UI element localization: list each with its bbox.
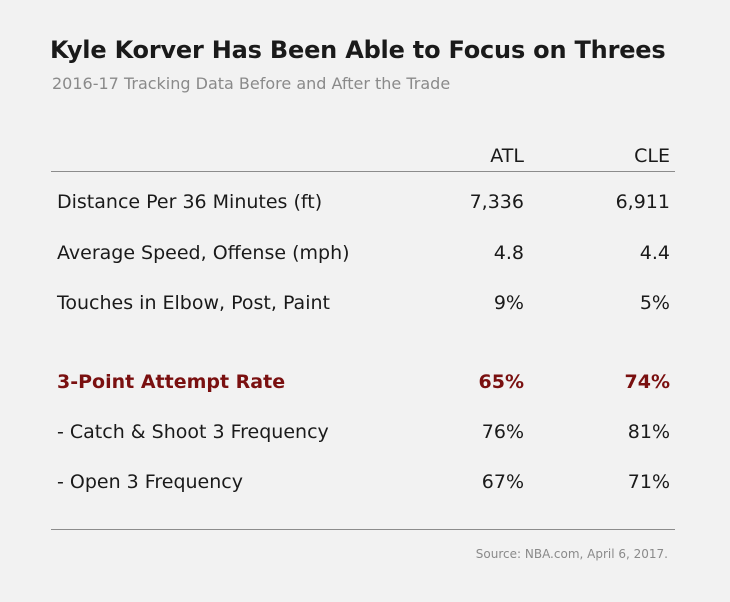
row-label: - Catch & Shoot 3 Frequency (57, 421, 329, 443)
row-label: Touches in Elbow, Post, Paint (57, 292, 330, 314)
cle-value: 4.4 (639, 242, 670, 264)
atl-value: 67% (481, 471, 524, 493)
cle-value: 5% (639, 292, 670, 314)
row-label: - Open 3 Frequency (57, 471, 243, 493)
atl-value: 4.8 (493, 242, 524, 264)
row-label: Average Speed, Offense (mph) (57, 242, 350, 264)
chart-title: Kyle Korver Has Been Able to Focus on Th… (50, 36, 666, 64)
column-header-atl: ATL (490, 145, 524, 167)
table-row: - Open 3 Frequency 67% 71% (57, 471, 670, 499)
atl-value: 65% (478, 371, 524, 393)
row-label: Distance Per 36 Minutes (ft) (57, 191, 323, 213)
atl-value: 9% (493, 292, 524, 314)
table-row: Touches in Elbow, Post, Paint 9% 5% (57, 292, 670, 320)
header-rule (51, 171, 675, 172)
table-row: Average Speed, Offense (mph) 4.8 4.4 (57, 242, 670, 270)
column-header-cle: CLE (634, 145, 670, 167)
footer-rule (51, 529, 675, 530)
cle-value: 74% (624, 371, 670, 393)
table-row: Distance Per 36 Minutes (ft) 7,336 6,911 (57, 191, 670, 219)
source-note: Source: NBA.com, April 6, 2017. (475, 547, 668, 561)
table-row: 3-Point Attempt Rate 65% 74% (57, 371, 670, 399)
atl-value: 76% (481, 421, 524, 443)
cle-value: 6,911 (615, 191, 670, 213)
row-label: 3-Point Attempt Rate (57, 371, 286, 393)
atl-value: 7,336 (469, 191, 524, 213)
chart-subtitle: 2016-17 Tracking Data Before and After t… (52, 74, 451, 93)
cle-value: 81% (627, 421, 670, 443)
cle-value: 71% (627, 471, 670, 493)
table-row: - Catch & Shoot 3 Frequency 76% 81% (57, 421, 670, 449)
table-header: ATL CLE (57, 145, 670, 173)
